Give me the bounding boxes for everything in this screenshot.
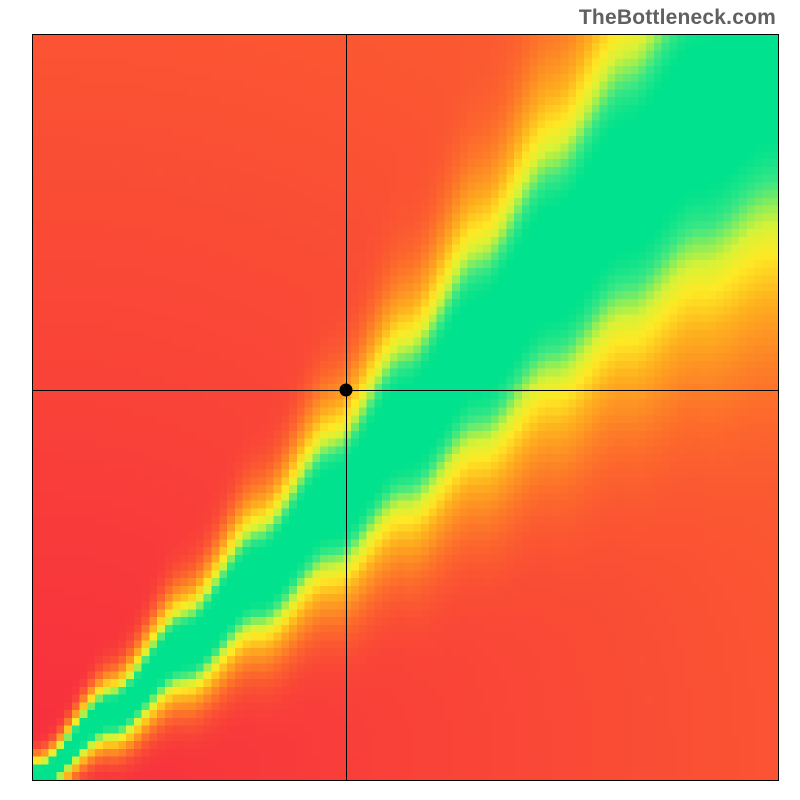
crosshair-marker <box>339 383 352 396</box>
crosshair-vertical <box>346 35 347 781</box>
bottleneck-heatmap <box>32 34 779 781</box>
heatmap-canvas <box>33 35 778 780</box>
watermark-text: TheBottleneck.com <box>579 6 776 30</box>
chart-container: TheBottleneck.com <box>0 0 800 800</box>
crosshair-horizontal <box>33 390 779 391</box>
